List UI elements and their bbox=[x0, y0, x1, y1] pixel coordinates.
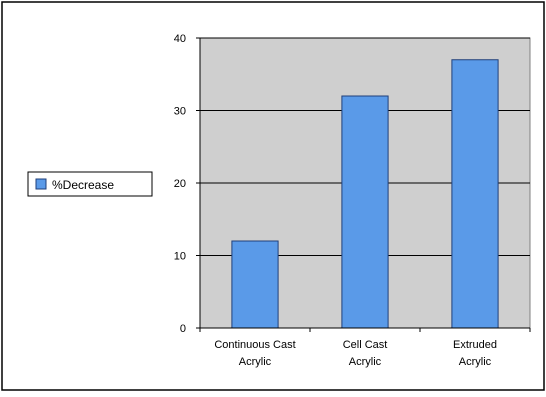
x-tick-label: Cell Cast bbox=[343, 339, 388, 351]
bar bbox=[341, 95, 389, 329]
legend-swatch bbox=[35, 178, 47, 190]
y-tick-label: 0 bbox=[180, 323, 186, 335]
y-axis-ticks: 0 10 20 30 40 bbox=[174, 33, 200, 335]
y-tick-label: 30 bbox=[174, 106, 186, 118]
legend: %Decrease bbox=[27, 171, 153, 197]
bar bbox=[451, 59, 499, 329]
x-tick-label: Continuous Cast bbox=[214, 339, 295, 351]
y-tick-label: 10 bbox=[174, 251, 186, 263]
x-tick-label: Acrylic bbox=[239, 356, 272, 368]
bar bbox=[231, 240, 279, 329]
x-tick-label: Extruded bbox=[453, 339, 497, 351]
y-tick-label: 20 bbox=[174, 178, 186, 190]
legend-label: %Decrease bbox=[52, 178, 114, 192]
x-axis-ticks: Continuous Cast Acrylic Cell Cast Acrylic Ex… bbox=[199, 328, 531, 368]
bars bbox=[231, 59, 499, 329]
legend-box bbox=[27, 171, 153, 197]
x-tick-label: Acrylic bbox=[349, 356, 382, 368]
y-tick-label: 40 bbox=[174, 33, 186, 45]
x-tick-label: Acrylic bbox=[459, 356, 492, 368]
